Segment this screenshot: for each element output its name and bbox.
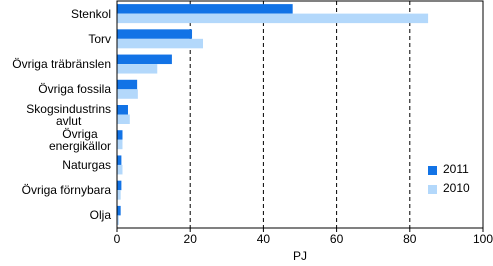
bar [117, 180, 122, 191]
bar [117, 13, 429, 24]
y-tick-label: Naturgas [62, 157, 111, 172]
x-tick-label: 80 [403, 232, 417, 246]
legend-swatch [428, 185, 437, 194]
x-axis-label: PJ [293, 249, 307, 263]
y-tick-label: Skogsindustrins avlut [26, 101, 111, 128]
bar [117, 38, 204, 49]
bar [117, 190, 121, 200]
y-tick-label: Olja [89, 208, 111, 223]
legend-label: 2011 [443, 162, 469, 176]
bar [117, 89, 138, 99]
x-tick-label: 40 [257, 232, 271, 246]
bar [117, 54, 172, 65]
bar [117, 164, 123, 175]
y-tick-label: Stenkol [70, 6, 111, 21]
x-tick-label: 100 [473, 232, 493, 246]
bar [117, 114, 130, 124]
y-tick-label: Övriga energikällor [48, 126, 111, 153]
legend-label: 2010 [443, 181, 470, 195]
bar [117, 130, 123, 140]
bar [117, 4, 293, 14]
bar [117, 215, 119, 225]
bar [117, 29, 193, 39]
x-tick-label: 0 [114, 232, 121, 246]
bar [117, 64, 158, 74]
bar [117, 139, 123, 150]
legend-swatch [428, 166, 437, 175]
y-tick-label: Torv [88, 31, 111, 46]
x-tick-label: 60 [330, 232, 344, 246]
bar [117, 79, 138, 90]
x-tick-label: 20 [184, 232, 198, 246]
y-tick-label: Övriga fossila [38, 82, 111, 97]
bar [117, 105, 128, 115]
bar [117, 205, 121, 216]
y-tick-label: Övriga förnybara [21, 183, 111, 198]
y-tick-label: Övriga träbränslen [12, 57, 111, 72]
bar [117, 155, 122, 165]
